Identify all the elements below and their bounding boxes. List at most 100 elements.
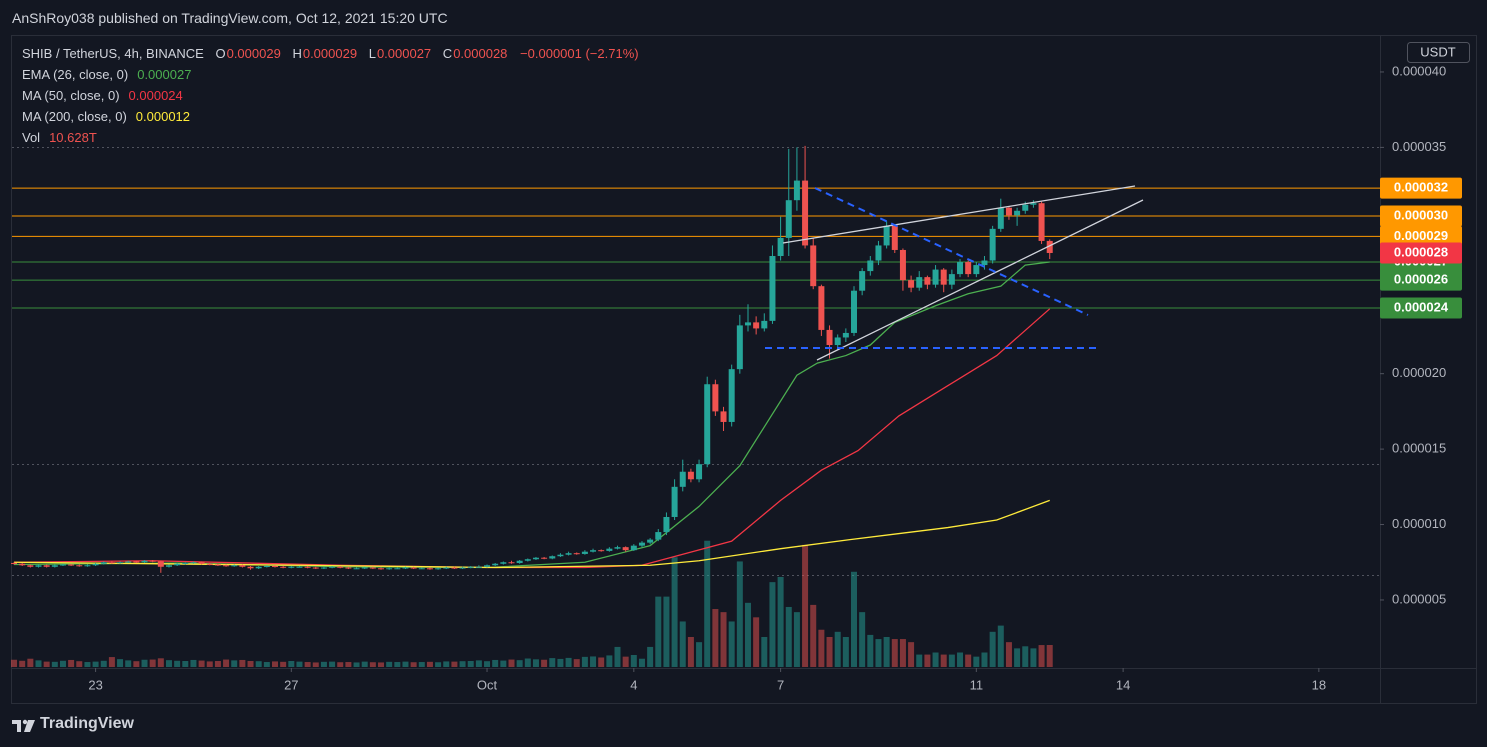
x-tick-label: Oct <box>477 677 498 692</box>
volume-bar <box>590 656 597 667</box>
ohlc-value: 0.000027 <box>376 46 432 61</box>
candle-body <box>304 566 311 568</box>
volume-bar <box>247 660 254 667</box>
volume-bar <box>622 656 629 667</box>
candle-body <box>744 322 751 326</box>
moving-averages <box>14 261 1051 569</box>
candle-body <box>908 280 915 288</box>
candle-body <box>826 329 833 346</box>
volume-bar <box>687 636 694 667</box>
volume-bar <box>516 660 523 667</box>
volume-bar <box>288 660 295 667</box>
candle-body <box>92 563 99 566</box>
candle-body <box>777 237 784 257</box>
volume-bar <box>891 639 898 667</box>
volume-bar <box>663 596 670 667</box>
candle-body <box>312 567 319 569</box>
volume-bar <box>402 661 409 667</box>
candle-body <box>802 180 809 246</box>
candle-body <box>851 290 858 333</box>
candle-body <box>899 249 906 281</box>
volume-bar <box>761 636 768 667</box>
candle-body <box>296 566 303 568</box>
volume <box>11 540 1053 667</box>
volume-bar <box>451 661 458 667</box>
volume-bar <box>736 561 743 667</box>
volume-bar <box>394 662 401 667</box>
candle-body <box>622 547 629 551</box>
volume-bar <box>386 661 393 667</box>
candle-body <box>720 411 727 422</box>
candle-body <box>198 562 205 564</box>
volume-bar <box>859 612 866 667</box>
y-tick-label: 0.000020 <box>1392 365 1446 380</box>
candle-body <box>288 566 295 568</box>
candle-body <box>345 567 352 569</box>
volume-bar <box>11 659 18 667</box>
level-tag-label: 0.000026 <box>1394 272 1448 287</box>
candle-body <box>108 562 115 564</box>
volume-bar <box>728 621 735 667</box>
volume-bar <box>443 661 450 667</box>
candle-body <box>492 563 499 566</box>
volume-value: 10.628T <box>49 130 97 145</box>
volume-bar <box>720 612 727 667</box>
candle-body <box>426 568 433 570</box>
volume-bar <box>92 661 99 667</box>
candle-body <box>842 332 849 338</box>
volume-bar <box>769 582 776 667</box>
volume-bar <box>117 659 124 667</box>
candle-body <box>1046 240 1053 253</box>
candle-body <box>606 548 613 551</box>
legend-row: MA (50, close, 0) 0.000024 <box>22 85 647 106</box>
volume-bar <box>484 661 491 667</box>
candle-body <box>508 562 515 564</box>
volume-bar <box>418 662 425 667</box>
axes: 0.000005 0.000010 0.000015 0.000020 0.000035… <box>88 63 1462 692</box>
volume-bar <box>793 612 800 667</box>
candle-body <box>263 566 270 568</box>
candle-body <box>590 550 597 552</box>
volume-bar <box>679 621 686 667</box>
volume-bar <box>549 658 556 667</box>
volume-bar <box>842 636 849 667</box>
candle-body <box>647 539 654 543</box>
volume-bar <box>989 631 996 667</box>
candle-body <box>418 568 425 570</box>
level-tag <box>1380 177 1462 199</box>
symbol: SHIB / TetherUS, 4h, BINANCE <box>22 46 204 61</box>
volume-bar <box>908 642 915 667</box>
chart-frame <box>11 35 1477 704</box>
volume-bar <box>1005 642 1012 667</box>
ohlc-value: 0.000029 <box>302 46 358 61</box>
ohlc-key: L <box>368 46 376 61</box>
volume-bar <box>598 657 605 667</box>
candle-body <box>369 567 376 569</box>
volume-bar <box>1030 648 1037 667</box>
candle-body <box>859 271 866 291</box>
candle-body <box>638 542 645 546</box>
volume-bar <box>834 631 841 667</box>
candle-body <box>696 464 703 480</box>
volume-bar <box>500 660 507 667</box>
candle-body <box>753 322 760 329</box>
volume-bar <box>655 596 662 667</box>
volume-bar <box>345 662 352 667</box>
currency-box <box>1407 42 1470 63</box>
candle-body <box>916 277 923 288</box>
volume-bar <box>508 659 515 667</box>
indicator-value: 0.000012 <box>135 109 191 124</box>
volume-bar <box>263 662 270 667</box>
ma-line <box>14 499 1050 569</box>
volume-bar <box>704 540 711 667</box>
level-tag <box>1380 269 1462 291</box>
candle-body <box>679 471 686 487</box>
candles <box>11 145 1053 573</box>
volume-bar <box>19 660 26 667</box>
candle-body <box>320 567 327 569</box>
candle-body <box>467 566 474 568</box>
trendline <box>816 199 1144 361</box>
volume-bar <box>647 646 654 667</box>
volume-bar <box>777 576 784 667</box>
